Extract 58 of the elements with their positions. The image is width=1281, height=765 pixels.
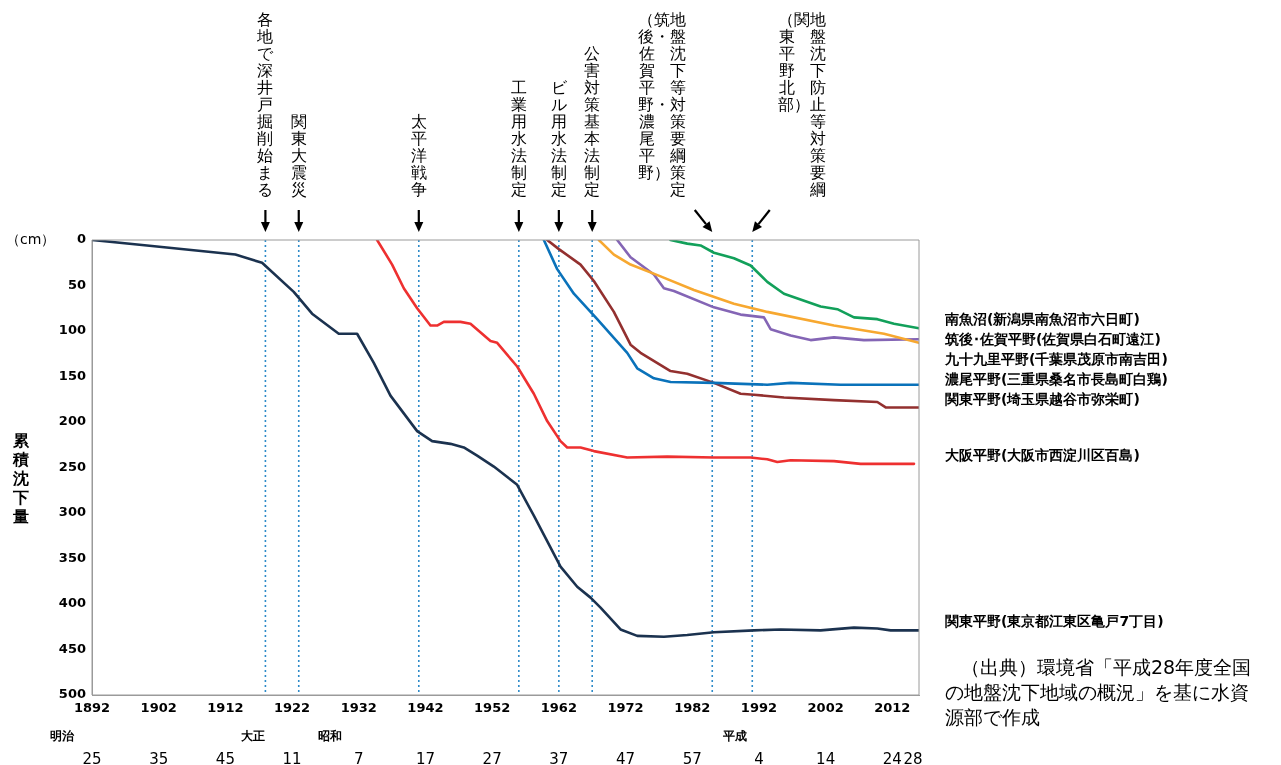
text: 昭和 bbox=[318, 729, 342, 744]
ref-line-label: ビル用水法制定 bbox=[550, 78, 568, 199]
y-tick-label: 100 bbox=[58, 322, 86, 338]
x-tick-label: 1922 bbox=[273, 700, 311, 716]
x-tick-label: 1932 bbox=[340, 700, 377, 716]
series-label: 濃尾平野(三重県桑名市長島町白鶏) bbox=[944, 370, 1168, 387]
text: 7 bbox=[354, 749, 364, 765]
y-axis-title: 累積沈下量 bbox=[12, 431, 30, 527]
ref-line-label: 工業用水法制定 bbox=[510, 78, 528, 199]
text: 九十九里平野(千葉県茂原市南吉田) bbox=[944, 350, 1168, 367]
text: 25 bbox=[82, 749, 102, 765]
text: 明治 bbox=[50, 729, 75, 744]
text: 大阪平野(大阪市西淀川区百島) bbox=[945, 446, 1140, 463]
text: 4 bbox=[754, 749, 764, 765]
text: 47 bbox=[616, 749, 636, 765]
text: 45 bbox=[215, 749, 235, 765]
x-tick-label: 1952 bbox=[474, 700, 511, 716]
series-label: 関東平野(埼玉県越谷市弥栄町) bbox=[945, 390, 1140, 407]
text: 24 bbox=[882, 749, 902, 765]
x-tick-label: 1912 bbox=[207, 700, 244, 716]
y-tick-label: 50 bbox=[67, 276, 86, 292]
text: （出典）環境省「平成28年度全国の地盤沈下地域の概況」を基に水資源部で作成 bbox=[945, 655, 1253, 730]
y-tick-label: 0 bbox=[76, 231, 86, 247]
x-tick-label: 1992 bbox=[740, 700, 778, 716]
text: 28 bbox=[903, 749, 923, 765]
series-label: 南魚沼(新潟県南魚沼市六日町) bbox=[944, 310, 1140, 327]
x-tick-label: 1902 bbox=[140, 700, 177, 716]
series-label: 関東平野(東京都江東区亀戸7丁目) bbox=[945, 613, 1164, 630]
ref-line-label: 太平洋戦争 bbox=[410, 112, 428, 199]
text: 各地で深井戸掘削始まる bbox=[257, 10, 274, 199]
x-tick-label: 1892 bbox=[73, 700, 111, 716]
y-tick-label: 300 bbox=[58, 504, 86, 520]
text: 14 bbox=[816, 749, 836, 765]
y-tick-label: 450 bbox=[58, 640, 86, 656]
series-label: 筑後･佐賀平野(佐賀県白石町遠江) bbox=[944, 330, 1161, 347]
y-tick-label: 400 bbox=[58, 595, 86, 611]
y-tick-label: 350 bbox=[58, 549, 86, 565]
text: 公害対策基本法制定 bbox=[584, 44, 601, 199]
text: 平成 bbox=[722, 729, 747, 744]
text: 35 bbox=[149, 749, 169, 765]
text: 27 bbox=[482, 749, 502, 765]
y-tick-label: 250 bbox=[58, 458, 86, 474]
x-tick-label: 2012 bbox=[874, 700, 911, 716]
y-tick-label: 500 bbox=[58, 686, 86, 702]
y-tick-label: 150 bbox=[58, 367, 86, 383]
x-tick-label: 1982 bbox=[674, 700, 711, 716]
text: 57 bbox=[682, 749, 702, 765]
ref-line-label: 関東大震災 bbox=[290, 112, 308, 199]
text: 37 bbox=[549, 749, 569, 765]
x-tick-label: 2002 bbox=[807, 700, 844, 716]
text: （cm） bbox=[6, 230, 56, 247]
text: 大正 bbox=[241, 729, 265, 744]
x-tick-label: 1972 bbox=[607, 700, 644, 716]
x-tick-label: 1962 bbox=[540, 700, 577, 716]
x-tick-label: 1942 bbox=[407, 700, 444, 716]
text: 17 bbox=[415, 749, 436, 765]
y-tick-label: 200 bbox=[58, 413, 86, 429]
text: 11 bbox=[282, 749, 302, 765]
